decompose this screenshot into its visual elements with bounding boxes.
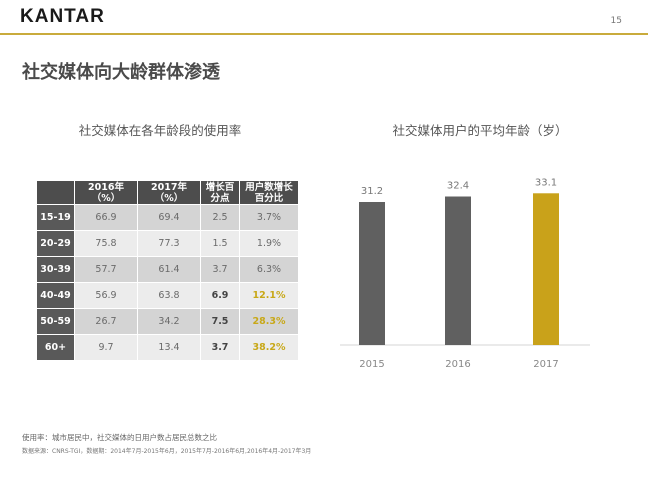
- growth-cell: 1.5: [201, 231, 239, 256]
- table-row: 30-39 57.7 61.4 3.7 6.3%: [37, 257, 298, 282]
- value-2017-cell: 77.3: [138, 231, 200, 256]
- age-cell: 60+: [37, 335, 74, 360]
- value-2016-cell: 57.7: [75, 257, 137, 282]
- user-growth-cell: 1.9%: [240, 231, 298, 256]
- table-row: 20-29 75.8 77.3 1.5 1.9%: [37, 231, 298, 256]
- page-title: 社交媒体向大龄群体渗透: [22, 62, 220, 83]
- table-header-user-growth: 用户数增长百分比: [240, 181, 298, 204]
- value-2017-cell: 13.4: [138, 335, 200, 360]
- usage-rate-table: 2016年（%） 2017年（%） 增长百分点 用户数增长百分比 15-19 6…: [36, 180, 299, 361]
- table-header-2016: 2016年（%）: [75, 181, 137, 204]
- page-number: 15: [610, 16, 622, 26]
- user-growth-cell: 28.3%: [240, 309, 298, 334]
- kantar-logo: KANTAR: [20, 6, 105, 27]
- age-cell: 30-39: [37, 257, 74, 282]
- definition-note: 使用率：城市居民中，社交媒体的日用户数占居民总数之比: [22, 433, 217, 442]
- average-age-bar-chart: 31.2 2015 32.4 2016 33.1 2017: [340, 177, 590, 370]
- bar-value-label: 31.2: [361, 186, 383, 197]
- value-2017-cell: 69.4: [138, 205, 200, 230]
- user-growth-cell: 38.2%: [240, 335, 298, 360]
- table-header-growth: 增长百分点: [201, 181, 239, 204]
- value-2016-cell: 56.9: [75, 283, 137, 308]
- table-row: 15-19 66.9 69.4 2.5 3.7%: [37, 205, 298, 230]
- growth-cell: 3.7: [201, 257, 239, 282]
- growth-cell: 3.7: [201, 335, 239, 360]
- chart-title: 社交媒体用户的平均年龄（岁）: [392, 123, 568, 138]
- x-tick-label: 2017: [533, 359, 558, 370]
- growth-cell: 7.5: [201, 309, 239, 334]
- age-cell: 50-59: [37, 309, 74, 334]
- growth-cell: 2.5: [201, 205, 239, 230]
- growth-cell: 6.9: [201, 283, 239, 308]
- value-2016-cell: 9.7: [75, 335, 137, 360]
- table-row: 50-59 26.7 34.2 7.5 28.3%: [37, 309, 298, 334]
- bar-2015: [359, 202, 385, 345]
- user-growth-cell: 6.3%: [240, 257, 298, 282]
- user-growth-cell: 3.7%: [240, 205, 298, 230]
- table-row: 60+ 9.7 13.4 3.7 38.2%: [37, 335, 298, 360]
- source-note: 数据来源：CNRS-TGI，数据期：2014年7月-2015年6月，2015年7…: [22, 448, 312, 455]
- value-2016-cell: 66.9: [75, 205, 137, 230]
- x-tick-label: 2016: [445, 359, 470, 370]
- value-2017-cell: 61.4: [138, 257, 200, 282]
- bar-value-label: 33.1: [535, 177, 557, 188]
- table-subtitle: 社交媒体在各年龄段的使用率: [78, 123, 242, 138]
- table-header-2017: 2017年（%）: [138, 181, 200, 204]
- bar-value-label: 32.4: [447, 181, 469, 192]
- header-divider: [0, 33, 648, 35]
- value-2017-cell: 63.8: [138, 283, 200, 308]
- age-cell: 20-29: [37, 231, 74, 256]
- value-2017-cell: 34.2: [138, 309, 200, 334]
- bar-2017: [533, 193, 559, 345]
- table-row: 40-49 56.9 63.8 6.9 12.1%: [37, 283, 298, 308]
- bar-2016: [445, 196, 471, 345]
- x-tick-label: 2015: [359, 359, 384, 370]
- age-cell: 15-19: [37, 205, 74, 230]
- user-growth-cell: 12.1%: [240, 283, 298, 308]
- value-2016-cell: 26.7: [75, 309, 137, 334]
- value-2016-cell: 75.8: [75, 231, 137, 256]
- age-cell: 40-49: [37, 283, 74, 308]
- table-header-row: 2016年（%） 2017年（%） 增长百分点 用户数增长百分比: [37, 181, 298, 204]
- table-header-corner: [37, 181, 74, 204]
